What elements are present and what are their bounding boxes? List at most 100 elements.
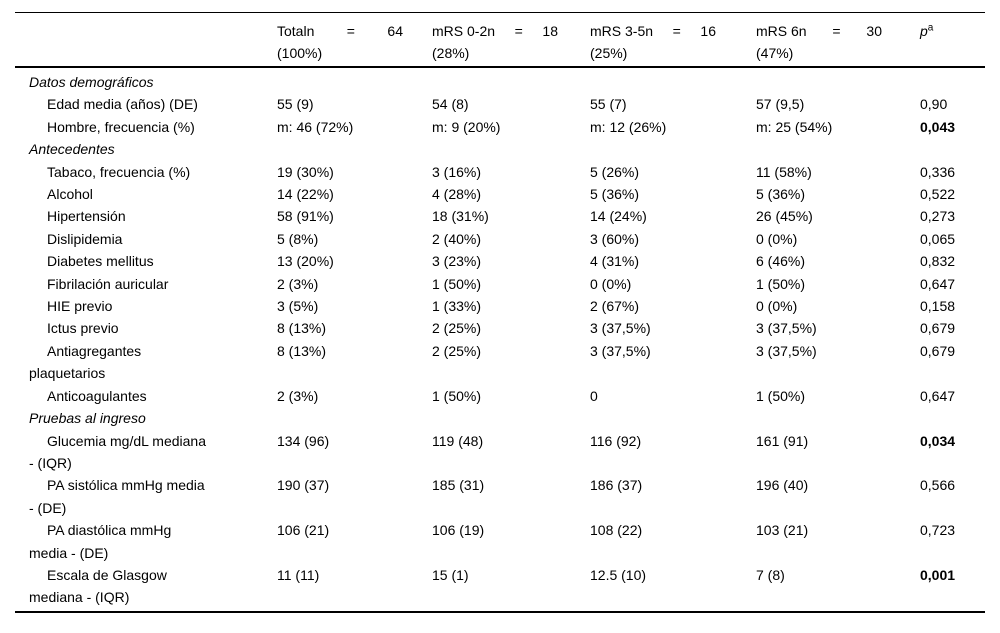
cell-total: 8 (13%)	[277, 320, 327, 337]
row-label: Fibrilación auricular	[47, 275, 169, 292]
column-header-equals: =	[346, 23, 355, 39]
row-label: PA diastólica mmHg media - (DE)	[29, 522, 172, 561]
table-row: PA diastólica mmHg media - (DE) 106 (21)…	[15, 519, 985, 564]
section-heading: Antecedentes	[29, 141, 115, 158]
cell-mrs-0-2: 1 (33%)	[432, 298, 482, 315]
cell-total: 19 (30%)	[277, 163, 334, 180]
cell-mrs-0-2: 2 (25%)	[432, 342, 482, 359]
row-label: Diabetes mellitus	[47, 253, 154, 270]
column-header-line1: mRS 3-5n = 16	[590, 20, 716, 42]
cell-mrs-0-2: m: 9 (20%)	[432, 118, 501, 135]
cell-p-value: 0,158	[920, 298, 956, 315]
cell-mrs-3-5: 3 (37,5%)	[590, 342, 651, 359]
cell-total: 55 (9)	[277, 96, 314, 113]
column-header: Totaln = 64 (100%)	[277, 20, 432, 64]
table-section-row: Pruebas al ingreso	[15, 407, 985, 429]
column-header-line1: mRS 6n = 30	[756, 20, 882, 42]
column-header-p: pa	[920, 20, 985, 42]
cell-mrs-6: 26 (45%)	[756, 208, 813, 225]
table-row: Hipertensión 58 (91%) 18 (31%) 14 (24%) …	[15, 205, 985, 227]
table-row: Glucemia mg/dL mediana - (IQR) 134 (96) …	[15, 430, 985, 475]
table-section-row: Antecedentes	[15, 138, 985, 160]
column-header-percent: (25%)	[590, 45, 628, 61]
cell-p-value: 0,273	[920, 208, 956, 225]
row-label: PA sistólica mmHg media - (DE)	[29, 477, 205, 516]
cell-mrs-6: 103 (21)	[756, 522, 809, 539]
p-superscript: a	[927, 22, 934, 34]
cell-mrs-3-5: 0 (0%)	[590, 275, 632, 292]
table-bottom-rule	[15, 610, 985, 613]
cell-mrs-0-2: 4 (28%)	[432, 186, 482, 203]
table-row: Escala de Glasgow mediana - (IQR) 11 (11…	[15, 564, 985, 609]
cell-mrs-6: 3 (37,5%)	[756, 342, 817, 359]
p-label: p	[920, 23, 928, 39]
column-header: mRS 3-5n = 16 (25%)	[590, 20, 756, 64]
cell-total: 190 (37)	[277, 477, 330, 494]
cell-total: 58 (91%)	[277, 208, 334, 225]
cell-mrs-6: 7 (8)	[756, 566, 785, 583]
cell-mrs-3-5: 4 (31%)	[590, 253, 640, 270]
cell-p-value: 0,065	[920, 230, 956, 247]
column-header-n: 18	[542, 23, 558, 39]
column-header-equals: =	[514, 23, 523, 39]
cell-mrs-6: 3 (37,5%)	[756, 320, 817, 337]
column-header-name: mRS 0-2n	[432, 23, 496, 39]
cell-mrs-6: 11 (58%)	[756, 163, 812, 180]
cell-total: 11 (11)	[277, 566, 320, 583]
table-row: Tabaco, frecuencia (%) 19 (30%) 3 (16%) …	[15, 161, 985, 183]
cell-p-value: 0,723	[920, 522, 956, 539]
cell-mrs-0-2: 18 (31%)	[432, 208, 489, 225]
row-label: Hipertensión	[47, 208, 126, 225]
table-row: Hombre, frecuencia (%) m: 46 (72%) m: 9 …	[15, 116, 985, 138]
row-label: Glucemia mg/dL mediana - (IQR)	[29, 432, 207, 471]
cell-mrs-0-2: 119 (48)	[432, 432, 484, 449]
row-label: Anticoagulantes	[47, 387, 147, 404]
row-label: Hombre, frecuencia (%)	[47, 118, 195, 135]
cell-total: 8 (13%)	[277, 342, 327, 359]
cell-total: 2 (3%)	[277, 387, 319, 404]
cell-mrs-0-2: 3 (23%)	[432, 253, 482, 270]
cell-mrs-3-5: 0	[590, 387, 598, 404]
cell-mrs-3-5: 3 (37,5%)	[590, 320, 651, 337]
cell-mrs-6: 5 (36%)	[756, 186, 806, 203]
column-header: mRS 6n = 30 (47%)	[756, 20, 920, 64]
row-label: Ictus previo	[47, 320, 119, 337]
cell-p-value: 0,90	[920, 96, 948, 113]
cell-mrs-3-5: 3 (60%)	[590, 230, 640, 247]
row-label: Antiagregantes plaquetarios	[29, 342, 142, 382]
table-body: Datos demográficos Edad media (años) (DE…	[15, 68, 985, 611]
table-header-rule	[15, 66, 985, 68]
section-heading: Datos demográficos	[29, 74, 154, 90]
cell-total: 3 (5%)	[277, 298, 319, 315]
cell-total: 106 (21)	[277, 522, 330, 539]
column-header-name: Totaln	[277, 23, 315, 39]
cell-total: 14 (22%)	[277, 186, 334, 203]
cell-mrs-0-2: 54 (8)	[432, 96, 469, 113]
table-row: Alcohol 14 (22%) 4 (28%) 5 (36%) 5 (36%)…	[15, 183, 985, 205]
cell-total: m: 46 (72%)	[277, 118, 354, 135]
cell-mrs-3-5: 55 (7)	[590, 96, 627, 113]
column-header-name: mRS 6n	[756, 23, 807, 39]
table-row: PA sistólica mmHg media - (DE) 190 (37) …	[15, 474, 985, 519]
table-top-rule	[15, 12, 985, 13]
column-header-line1: mRS 0-2n = 18	[432, 20, 558, 42]
cell-mrs-3-5: 12.5 (10)	[590, 566, 647, 583]
cell-mrs-6: 196 (40)	[756, 477, 809, 494]
row-label: Dislipidemia	[47, 230, 123, 247]
cell-mrs-6: 1 (50%)	[756, 387, 806, 404]
cell-mrs-0-2: 1 (50%)	[432, 275, 482, 292]
cell-mrs-0-2: 2 (25%)	[432, 320, 482, 337]
cell-total: 13 (20%)	[277, 253, 334, 270]
table-row: Anticoagulantes 2 (3%) 1 (50%) 0 1 (50%)…	[15, 385, 985, 407]
cell-mrs-0-2: 3 (16%)	[432, 163, 482, 180]
table-section-row: Datos demográficos	[15, 71, 985, 93]
row-label: Escala de Glasgow mediana - (IQR)	[29, 566, 167, 606]
cell-p-value: 0,043	[920, 118, 956, 135]
cell-mrs-0-2: 185 (31)	[432, 477, 485, 494]
column-header-equals: =	[832, 23, 841, 39]
table-row: Fibrilación auricular 2 (3%) 1 (50%) 0 (…	[15, 273, 985, 295]
column-header-n: 64	[387, 23, 403, 39]
clinical-outcomes-table: Totaln = 64 (100%) mRS 0-2n = 18 (28%) m…	[15, 12, 985, 613]
cell-total: 134 (96)	[277, 432, 330, 449]
